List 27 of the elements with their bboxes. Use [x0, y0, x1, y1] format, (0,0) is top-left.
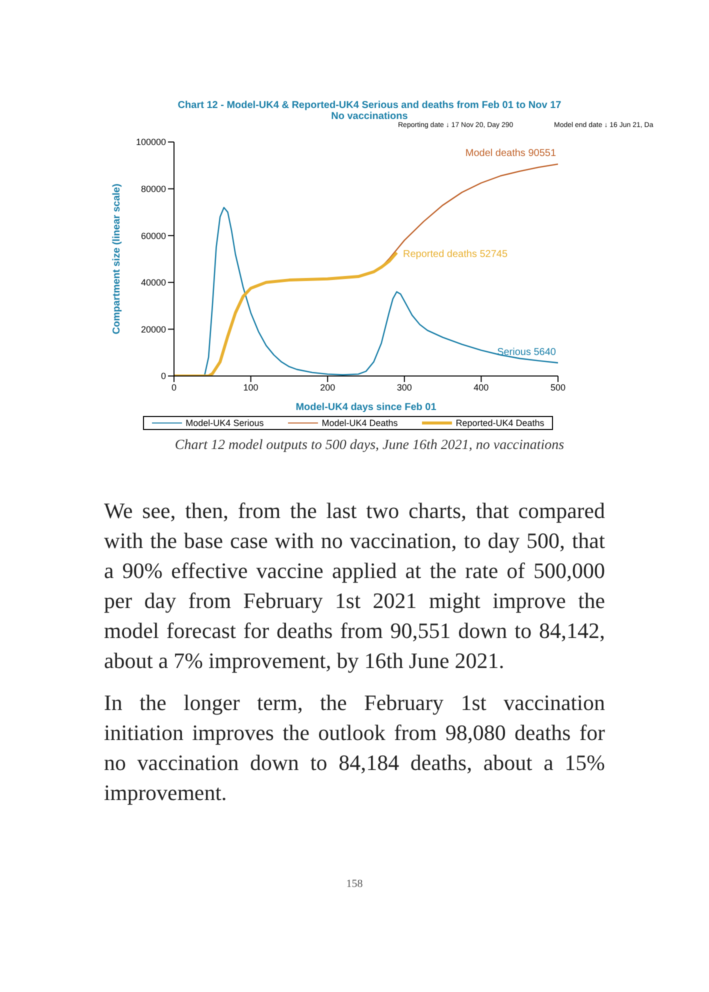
x-axis-title: Model-UK4 days since Feb 01: [296, 402, 437, 413]
text: 158: [345, 878, 364, 890]
y-tick-label: 100000: [136, 137, 166, 148]
x-tick-label: 200: [320, 382, 336, 392]
y-tick-label: 20000: [140, 324, 166, 334]
x-tick-label: 100: [243, 382, 258, 392]
annotation: Serious 5640: [497, 347, 556, 358]
chart-subtitle: No vaccinations: [330, 111, 408, 122]
text: We see, then, from the last two charts, that compared with the base case with no vaccination, to day 500, that a 90% effective vaccine applied at the rate of 500,000 per day from February 1st 2021 might improve the model forecast for deaths from 90,551 down to 84,142, about a 7% improvement, by 16th June 2021.: [104, 497, 605, 675]
x-tick-label: 500: [550, 382, 566, 392]
annotation: Reported deaths 52745: [403, 249, 508, 260]
text: In the longer term, the February 1st vaccination initiation improves the outlook from 98,080 deaths for no vaccination down to 84,184 deaths, about a 15% improvement.: [104, 689, 605, 807]
caption: Chart 12 model outputs to 500 days, June 16th 2021, no vaccinations: [174, 438, 566, 454]
chart-title: Chart 12 - Model-UK4 & Reported-UK4 Serious and deaths from Feb 01 to Nov 17: [176, 100, 562, 111]
legend-label: Reported-UK4 Deaths: [454, 418, 544, 428]
x-tick-label: 300: [396, 382, 412, 392]
line-series: [174, 251, 398, 376]
x-tick-label: 400: [474, 382, 489, 392]
y-tick-label: 80000: [140, 184, 166, 194]
x-tick-label: 0: [171, 382, 177, 392]
y-tick-label: 60000: [140, 230, 166, 241]
legend-label: Model-UK4 Deaths: [320, 418, 398, 428]
y-tick-label: 0: [160, 371, 166, 382]
y-axis-title: Compartment size (linear scale): [112, 184, 123, 334]
annotation: Model deaths 90551: [465, 148, 556, 159]
legend-label: Model-UK4 Serious: [184, 418, 264, 428]
y-tick-label: 40000: [140, 278, 166, 288]
